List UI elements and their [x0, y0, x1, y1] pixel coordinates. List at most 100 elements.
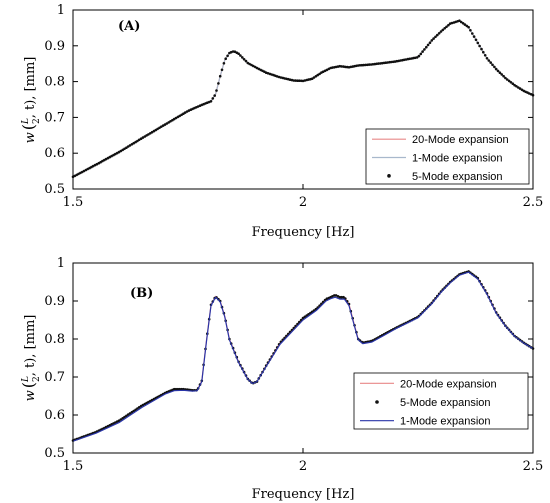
x-tick-label: 1.5: [63, 459, 84, 474]
data-point: [502, 74, 505, 78]
x-tick-label: 2.5: [523, 195, 544, 210]
legend-label: 20-Mode expansion: [400, 378, 497, 390]
data-point: [469, 29, 472, 32]
data-point: [215, 89, 218, 92]
data-point: [222, 62, 226, 65]
data-point: [509, 81, 513, 84]
data-point: [428, 41, 432, 44]
data-point: [461, 22, 465, 25]
data-point: [137, 406, 141, 409]
data-point: [211, 97, 215, 100]
data-point: [493, 65, 496, 69]
data-point: [174, 116, 178, 120]
y-tick-label: 1: [57, 3, 65, 18]
data-point: [156, 127, 159, 131]
legend-box: [365, 128, 530, 185]
data-point: [439, 30, 443, 33]
data-point: [174, 387, 178, 391]
data-point: [485, 57, 489, 60]
data-point: [224, 57, 227, 60]
series-line-1-mode-expansion: [72, 271, 534, 442]
data-point: [338, 295, 342, 299]
data-point: [437, 32, 441, 35]
data-point: [119, 418, 123, 421]
data-point: [178, 114, 181, 118]
data-point: [443, 27, 447, 30]
legend-item: 1-Mode expansion: [372, 153, 503, 165]
data-point: [218, 74, 222, 78]
data-point: [491, 63, 494, 67]
data-point: [447, 23, 450, 27]
data-point: [172, 387, 176, 391]
data-point: [489, 61, 493, 64]
data-point: [213, 94, 216, 97]
data-point: [518, 87, 522, 90]
data-point: [220, 68, 224, 72]
x-tick-label: 2: [299, 459, 307, 474]
data-point: [472, 35, 476, 38]
data-point: [478, 44, 481, 48]
x-axis-label: Frequency [Hz]: [252, 487, 355, 502]
data-point: [296, 79, 299, 82]
x-axis-label: Frequency [Hz]: [252, 225, 355, 240]
legend-item: 5-Mode expansion: [375, 397, 491, 409]
data-point: [344, 65, 347, 69]
data-point: [487, 59, 491, 62]
data-point: [226, 54, 229, 58]
data-point: [244, 59, 248, 63]
x-tick-label: 1.5: [63, 195, 84, 210]
y-tick-label: 0.7: [44, 370, 65, 385]
legend-label: 20-Mode expansion: [412, 134, 509, 146]
data-point: [515, 85, 518, 88]
data-point: [303, 315, 307, 319]
data-point: [183, 111, 187, 114]
data-point: [474, 38, 478, 42]
y-tick-label: 1: [57, 256, 65, 271]
data-point: [312, 76, 316, 79]
data-point: [134, 408, 137, 412]
data-point: [318, 72, 321, 76]
data-point: [294, 79, 297, 82]
data-point: [432, 37, 435, 40]
data-point: [237, 52, 240, 55]
data-point: [507, 79, 511, 83]
y-tick-label: 0.9: [44, 294, 65, 309]
series-points-5-mode-expansion: [71, 19, 535, 179]
data-point: [241, 56, 244, 59]
data-point: [316, 73, 320, 77]
legend-label: 1-Mode expansion: [412, 153, 503, 165]
panel-label: (A): [118, 19, 140, 34]
y-tick-label: 0.9: [44, 39, 65, 54]
y-tick-label: 0.8: [44, 332, 65, 347]
data-point: [137, 138, 141, 142]
data-point: [441, 28, 445, 32]
data-point: [119, 149, 123, 153]
data-point: [423, 48, 426, 51]
y-axis-label: w(L2, t), [mm]: [19, 315, 42, 402]
data-point: [340, 65, 343, 68]
data-point: [123, 147, 126, 151]
legend-label: 1-Mode expansion: [400, 416, 491, 428]
data-point: [160, 125, 163, 128]
data-point: [483, 54, 487, 57]
data-point: [467, 25, 470, 29]
data-point: [371, 63, 375, 66]
data-point: [425, 45, 428, 49]
data-point: [476, 41, 480, 45]
panel-a: (A) 1.5 2 2.5 0.5 0.6 0.7 0.8 0.9 1 Frequency […: [19, 3, 543, 240]
y-tick-label: 0.6: [44, 408, 65, 423]
data-point: [147, 133, 150, 136]
data-point: [421, 50, 424, 53]
data-point: [242, 58, 246, 61]
legend: 20-Mode expansion 5-Mode expansion 1-Mode …: [353, 372, 529, 430]
data-point: [301, 316, 305, 320]
data-point: [176, 387, 180, 391]
data-point: [128, 412, 132, 415]
y-tick-label: 0.5: [44, 446, 65, 461]
legend-label: 5-Mode expansion: [412, 171, 503, 183]
data-point: [340, 295, 343, 299]
data-point: [496, 69, 500, 73]
data-point: [165, 122, 169, 125]
data-point: [504, 76, 507, 80]
